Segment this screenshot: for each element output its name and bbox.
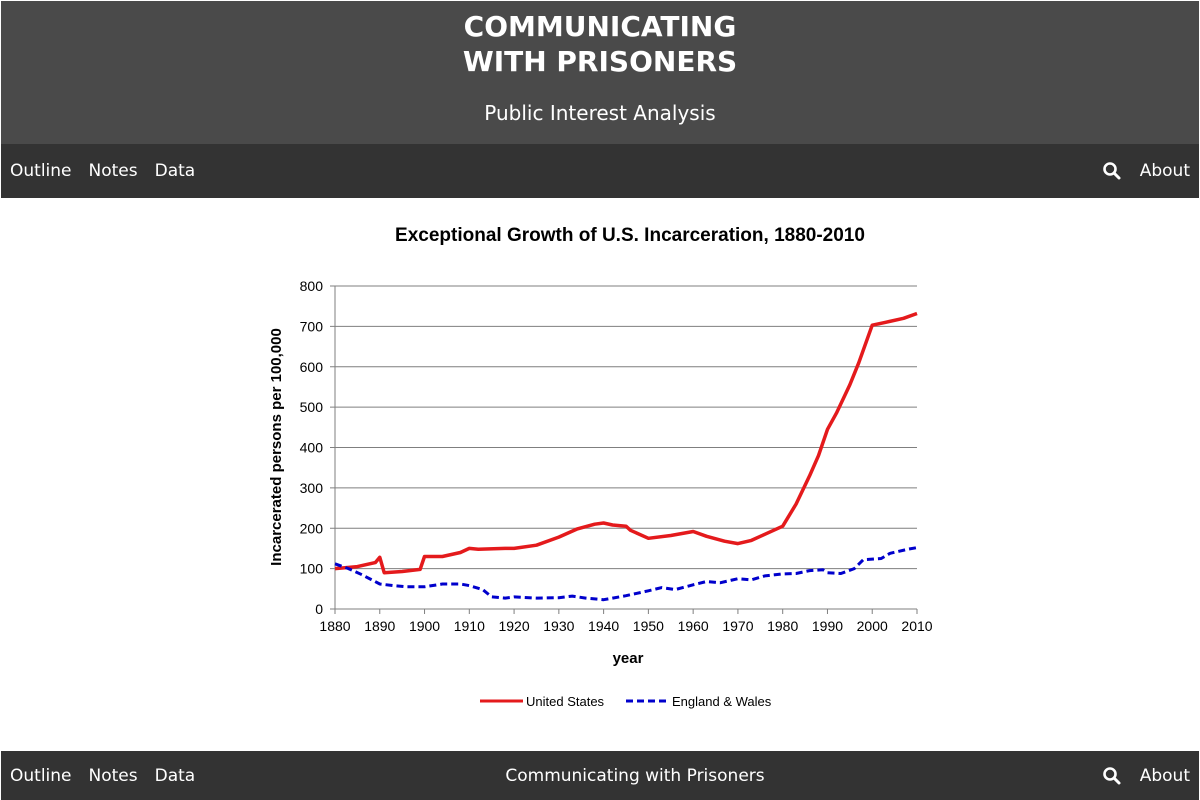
legend-label-united-states: United States — [526, 694, 605, 709]
y-tick-label: 0 — [315, 601, 323, 617]
chart-container: Exceptional Growth of U.S. Incarceration… — [250, 210, 950, 730]
x-tick-label: 1990 — [812, 618, 843, 634]
x-tick-label: 1940 — [588, 618, 619, 634]
x-tick-label: 1950 — [633, 618, 664, 634]
y-tick-label: 600 — [300, 359, 324, 375]
nav-link-about[interactable]: About — [1139, 161, 1190, 181]
x-tick-label: 2010 — [901, 618, 932, 634]
incarceration-chart: Exceptional Growth of U.S. Incarceration… — [268, 225, 933, 709]
series-line-england-wales — [334, 546, 918, 602]
x-tick-label: 1890 — [364, 618, 395, 634]
legend-label-england-wales: England & Wales — [672, 694, 772, 709]
y-tick-label: 400 — [300, 440, 324, 456]
x-tick-label: 1980 — [767, 618, 798, 634]
x-tick-label: 1970 — [722, 618, 753, 634]
site-title[interactable]: COMMUNICATING WITH PRISONERS — [1, 9, 1199, 79]
x-tick-label: 1900 — [409, 618, 440, 634]
nav-link-notes[interactable]: Notes — [88, 161, 138, 181]
search-icon[interactable] — [1102, 161, 1122, 181]
top-navbar: Outline Notes Data About — [1, 144, 1199, 198]
y-tick-label: 800 — [300, 278, 324, 294]
bottom-nav-links: Outline Notes Data — [10, 751, 212, 800]
nav-link-outline[interactable]: Outline — [10, 161, 72, 181]
y-tick-label: 200 — [300, 520, 324, 536]
x-axis-label: year — [613, 650, 644, 667]
footer-link-notes[interactable]: Notes — [88, 765, 138, 786]
footer-link-about[interactable]: About — [1139, 765, 1190, 786]
site-title-line1[interactable]: COMMUNICATING — [463, 10, 737, 43]
search-icon[interactable] — [1102, 766, 1122, 786]
top-nav-links: Outline Notes Data — [10, 144, 212, 198]
site-title-line2[interactable]: WITH PRISONERS — [462, 45, 738, 78]
top-nav-right: About — [1102, 144, 1190, 198]
chart-legend: United States England & Wales — [480, 694, 772, 709]
bottom-navbar: Outline Notes Data Communicating with Pr… — [1, 751, 1199, 800]
chart-title: Exceptional Growth of U.S. Incarceration… — [395, 225, 865, 246]
nav-link-data[interactable]: Data — [154, 161, 196, 181]
x-tick-label: 1960 — [678, 618, 709, 634]
x-tick-label: 1880 — [319, 618, 350, 634]
footer-link-outline[interactable]: Outline — [10, 765, 72, 786]
site-subtitle: Public Interest Analysis — [484, 101, 716, 125]
x-tick-label: 2000 — [857, 618, 888, 634]
x-tick-label: 1930 — [543, 618, 574, 634]
series-line-united-states — [334, 311, 918, 575]
y-tick-label: 100 — [300, 561, 324, 577]
y-tick-label: 500 — [300, 399, 324, 415]
y-tick-label: 700 — [300, 318, 324, 334]
footer-link-data[interactable]: Data — [154, 765, 196, 786]
x-tick-label: 1920 — [498, 618, 529, 634]
y-axis-label: Incarcerated persons per 100,000 — [268, 328, 285, 566]
y-tick-label: 300 — [300, 480, 324, 496]
site-header: COMMUNICATING WITH PRISONERS Public Inte… — [1, 1, 1199, 144]
bottom-nav-right: About — [1102, 751, 1190, 800]
x-tick-label: 1910 — [454, 618, 485, 634]
footer-site-name-text[interactable]: Communicating with Prisoners — [505, 765, 765, 786]
